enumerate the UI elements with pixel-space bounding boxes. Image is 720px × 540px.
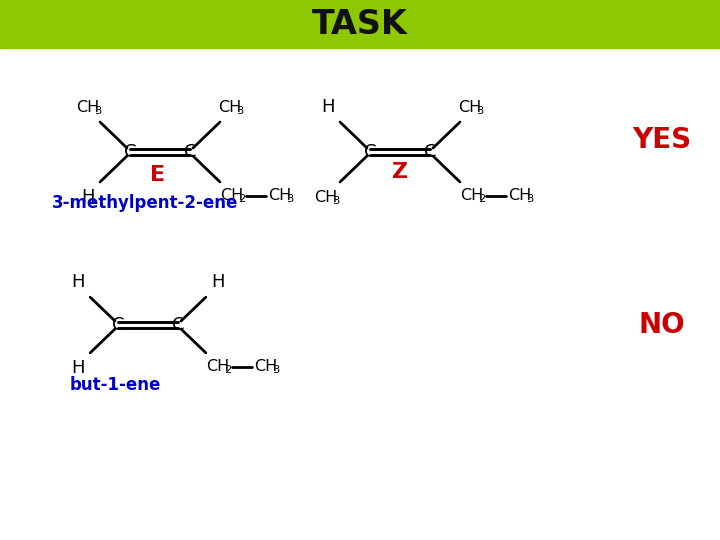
- Text: 3: 3: [333, 197, 340, 206]
- Text: CH: CH: [76, 99, 99, 114]
- Text: Z: Z: [392, 162, 408, 182]
- Text: CH: CH: [218, 99, 242, 114]
- Text: CH: CH: [254, 359, 277, 374]
- Text: 2: 2: [224, 366, 231, 375]
- Text: CH: CH: [315, 191, 338, 205]
- Text: 3: 3: [272, 366, 279, 375]
- Text: H: H: [211, 273, 225, 291]
- Text: C: C: [124, 143, 136, 161]
- Text: CH: CH: [206, 359, 230, 374]
- Text: TASK: TASK: [312, 8, 408, 40]
- Text: H: H: [71, 359, 85, 377]
- Text: H: H: [321, 98, 335, 116]
- Text: E: E: [150, 165, 166, 185]
- Text: C: C: [184, 143, 197, 161]
- Text: C: C: [424, 143, 436, 161]
- Text: 3: 3: [94, 105, 102, 116]
- Text: CH: CH: [508, 188, 531, 204]
- Text: 3: 3: [526, 194, 534, 205]
- Text: C: C: [172, 316, 184, 334]
- Text: NO: NO: [639, 311, 685, 339]
- Text: C: C: [112, 316, 125, 334]
- Text: CH: CH: [459, 99, 482, 114]
- Text: 3: 3: [236, 105, 243, 116]
- Text: H: H: [71, 273, 85, 291]
- Text: CH: CH: [460, 188, 484, 204]
- Text: 3-methylpent-2-ene: 3-methylpent-2-ene: [52, 194, 238, 212]
- Text: 3: 3: [476, 105, 484, 116]
- Text: C: C: [364, 143, 377, 161]
- Text: but-1-ene: but-1-ene: [69, 376, 161, 394]
- Text: H: H: [81, 188, 95, 206]
- Bar: [0, 0, 720, 48]
- Text: CH: CH: [269, 188, 292, 204]
- Text: CH: CH: [220, 188, 243, 204]
- Text: 3: 3: [287, 194, 294, 205]
- Text: 2: 2: [238, 194, 246, 205]
- Text: YES: YES: [632, 126, 692, 154]
- Text: 2: 2: [478, 194, 485, 205]
